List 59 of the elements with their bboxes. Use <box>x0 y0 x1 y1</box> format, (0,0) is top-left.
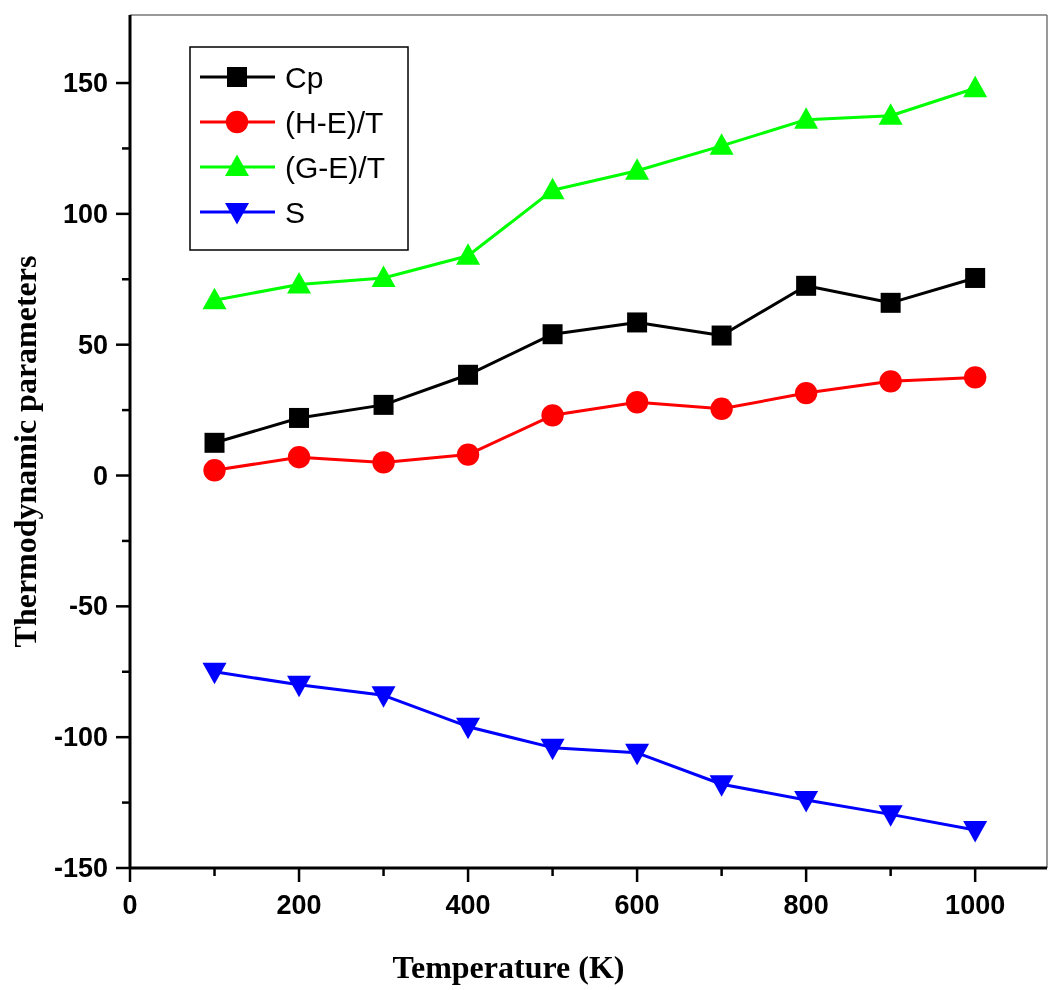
y-axis-title: Thermodynamic parameters <box>7 255 43 648</box>
point <box>709 133 734 155</box>
x-axis-title: Temperature (K) <box>392 949 625 985</box>
x-tick-label: 200 <box>276 890 322 920</box>
point <box>963 821 988 843</box>
y-tick-label: 0 <box>92 460 108 491</box>
point <box>711 325 732 346</box>
legend-label: S <box>285 196 306 229</box>
point <box>880 292 901 313</box>
point <box>456 243 481 265</box>
point <box>287 272 312 294</box>
x-tick-label: 1000 <box>945 890 1006 920</box>
point <box>458 364 479 385</box>
x-tick-label: 800 <box>783 890 829 920</box>
point <box>371 265 396 287</box>
point <box>794 790 819 813</box>
point <box>456 717 481 740</box>
point <box>289 407 310 428</box>
point <box>794 107 819 129</box>
legend-label: Cp <box>285 61 324 94</box>
point <box>794 381 818 405</box>
y-tick-label: 150 <box>62 68 108 99</box>
point <box>796 275 817 296</box>
x-tick-label: 400 <box>445 890 491 920</box>
y-tick-label: 100 <box>62 198 108 229</box>
point <box>204 432 225 453</box>
point <box>542 324 563 345</box>
point <box>541 404 564 427</box>
point <box>456 443 480 466</box>
point <box>710 397 733 420</box>
point <box>625 158 650 180</box>
point <box>287 446 311 469</box>
legend-label: (H-E)/T <box>285 106 384 139</box>
y-tick-label: 50 <box>77 329 108 360</box>
point <box>963 366 987 389</box>
point <box>203 459 226 482</box>
point <box>879 370 902 393</box>
point <box>287 675 312 698</box>
point <box>372 451 395 474</box>
y-tick-label: -50 <box>68 591 108 622</box>
x-tick-label: 0 <box>122 890 138 920</box>
point <box>963 75 988 98</box>
x-tick-label: 600 <box>614 890 660 920</box>
point <box>627 312 648 333</box>
y-tick-label: -150 <box>53 853 108 883</box>
point <box>878 103 903 125</box>
point <box>540 738 565 761</box>
point <box>202 662 227 685</box>
y-tick-label: -100 <box>53 722 108 753</box>
point <box>371 686 396 708</box>
point <box>625 391 649 414</box>
point <box>709 775 734 797</box>
point <box>965 267 986 288</box>
point <box>625 743 650 766</box>
legend-label: (G-E)/T <box>285 151 385 184</box>
point <box>373 394 394 415</box>
point <box>202 287 227 310</box>
point <box>878 805 903 827</box>
point <box>540 177 565 200</box>
